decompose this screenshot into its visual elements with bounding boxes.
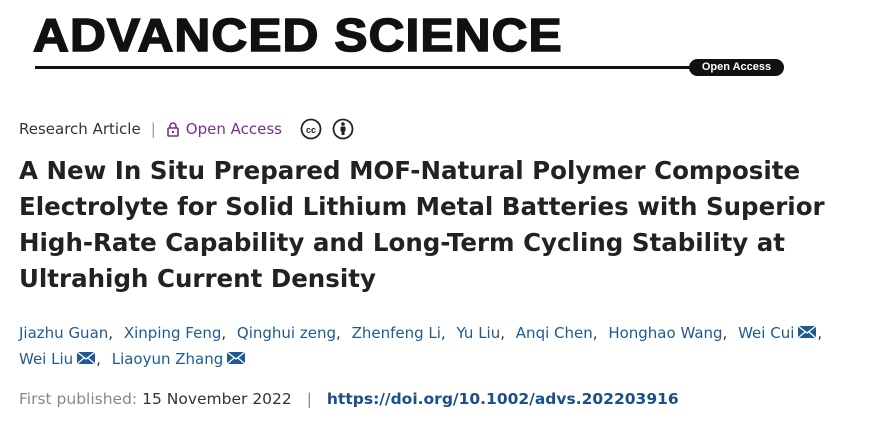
separator: , — [722, 324, 728, 342]
separator: , — [96, 350, 101, 368]
author: Wei Cui, — [738, 324, 828, 342]
author: Qinghui zeng, — [237, 324, 347, 342]
author-name[interactable]: Zhenfeng Li — [351, 324, 441, 342]
separator: , — [440, 324, 446, 342]
author: Zhenfeng Li, — [352, 324, 452, 342]
author-name[interactable]: Jiazhu Guan — [19, 324, 109, 342]
author: Wei Liu, — [19, 350, 107, 368]
header-rule — [35, 66, 695, 69]
author: Xinping Feng, — [124, 324, 232, 342]
separator: , — [221, 324, 227, 342]
published-label: First published: — [19, 390, 138, 408]
meta-row: Research Article | Open Access cc — [19, 118, 360, 140]
divider: | — [306, 390, 312, 408]
lock-icon — [166, 122, 179, 137]
published-date: 15 November 2022 — [142, 390, 292, 408]
email-icon[interactable] — [797, 325, 817, 339]
author-name[interactable]: Anqi Chen — [515, 324, 593, 342]
author-name[interactable]: Liaoyun Zhang — [111, 350, 224, 368]
author: Anqi Chen, — [516, 324, 604, 342]
author: Liaoyun Zhang — [112, 350, 247, 368]
journal-name: ADVANCED SCIENCE — [32, 8, 563, 62]
author-list: Jiazhu Guan, Xinping Feng, Qinghui zeng,… — [19, 320, 849, 372]
doi-link[interactable]: https://doi.org/10.1002/advs.202203916 — [326, 390, 679, 408]
separator: , — [817, 324, 823, 342]
publication-row: First published: 15 November 2022 | http… — [19, 390, 679, 408]
author: Jiazhu Guan, — [19, 324, 119, 342]
author-name[interactable]: Honghao Wang — [608, 324, 723, 342]
email-icon[interactable] — [76, 351, 96, 365]
separator: , — [500, 324, 506, 342]
author-name[interactable]: Qinghui zeng — [236, 324, 336, 342]
separator: , — [592, 324, 598, 342]
author-name[interactable]: Wei Cui — [738, 324, 795, 342]
author-name[interactable]: Xinping Feng — [123, 324, 222, 342]
separator: , — [336, 324, 341, 342]
author-name[interactable]: Wei Liu — [19, 350, 74, 368]
author-name[interactable]: Yu Liu — [456, 324, 501, 342]
open-access[interactable]: Open Access — [185, 120, 282, 138]
article-title: A New In Situ Prepared MOF-Natural Polym… — [19, 156, 825, 293]
svg-text:cc: cc — [306, 125, 316, 135]
open-access-badge: Open Access — [689, 59, 784, 76]
license-icons[interactable]: cc — [300, 118, 360, 140]
email-icon[interactable] — [226, 351, 246, 365]
author: Yu Liu, — [456, 324, 511, 342]
author: Honghao Wang, — [608, 324, 733, 342]
divider: | — [150, 120, 156, 138]
article-type: Research Article — [19, 120, 141, 138]
separator: , — [108, 324, 114, 342]
